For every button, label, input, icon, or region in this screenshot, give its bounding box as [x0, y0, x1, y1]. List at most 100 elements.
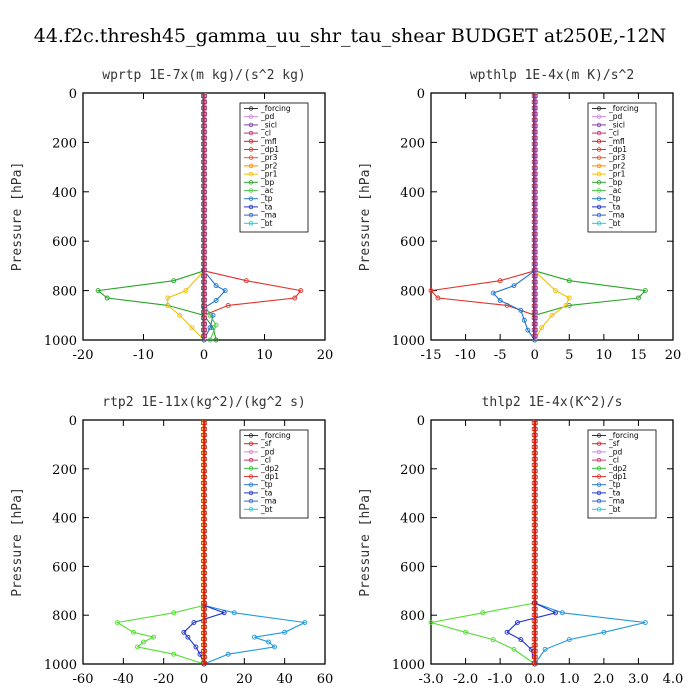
- legend-label: _dp1: [260, 472, 279, 481]
- zero-profile-marker: [531, 154, 538, 158]
- zero-profile-marker: [531, 166, 538, 170]
- legend-marker: [596, 441, 602, 446]
- data-point: [185, 634, 191, 640]
- legend-label: _pd: [608, 447, 623, 456]
- data-point: [221, 610, 227, 616]
- y-axis-label: Pressure [hPa]: [358, 487, 373, 597]
- legend-label: _sicl: [608, 120, 625, 129]
- legend-marker: [596, 139, 602, 144]
- legend-marker: [596, 457, 602, 463]
- y-axis-label: Pressure [hPa]: [358, 162, 373, 272]
- legend-marker: [248, 163, 254, 169]
- zero-profile-marker: [201, 274, 207, 278]
- zero-profile-marker: [201, 511, 207, 515]
- zero-profile-marker: [201, 298, 207, 302]
- y-tick-label: 0: [417, 87, 425, 102]
- data-point: [141, 639, 146, 645]
- data-point: [282, 629, 288, 635]
- zero-profile-marker: [531, 124, 538, 128]
- series-line-pr1: [167, 270, 205, 341]
- zero-profile-marker: [531, 256, 538, 260]
- zero-profile-marker: [201, 553, 207, 557]
- zero-profile-marker: [201, 565, 207, 569]
- legend-marker: [596, 188, 602, 193]
- y-tick-label: 400: [52, 512, 77, 527]
- data-point: [189, 325, 195, 331]
- data-point: [601, 629, 607, 635]
- zero-profile-marker: [531, 499, 538, 503]
- y-tick-label: 800: [400, 285, 425, 300]
- legend-label: _pd: [260, 112, 275, 121]
- zero-profile-marker: [531, 547, 538, 551]
- zero-profile-marker: [201, 613, 207, 617]
- series-line-ta: [183, 604, 226, 665]
- zero-profile-marker: [201, 469, 207, 473]
- legend-marker: [596, 122, 602, 128]
- legend-label: _pr3: [608, 153, 626, 162]
- series-line-dp1: [430, 602, 536, 665]
- y-axis-label: Pressure [hPa]: [10, 487, 25, 597]
- zero-profile-marker: [201, 256, 207, 260]
- zero-profile-marker: [531, 445, 538, 449]
- y-tick-label: 1000: [392, 658, 425, 673]
- data-point: [213, 283, 219, 289]
- zero-profile-marker: [201, 94, 207, 98]
- zero-profile-marker: [201, 505, 207, 509]
- legend-marker: [248, 171, 254, 177]
- zero-profile-marker: [201, 583, 207, 587]
- legend-label: _sicl: [260, 120, 277, 129]
- data-point: [566, 295, 572, 301]
- legend-label: _bt: [608, 505, 621, 514]
- zero-profile-marker: [531, 481, 538, 485]
- data-point: [463, 629, 469, 635]
- zero-profile-marker: [201, 178, 207, 182]
- legend-label: _ma: [608, 497, 625, 506]
- zero-profile-marker: [531, 655, 538, 659]
- panel-3: rtp2 1E-11x(kg^2)/(kg^2 s) Pressure [hPa]…: [10, 395, 333, 687]
- zero-profile-marker: [201, 136, 207, 140]
- legend-marker: [596, 196, 602, 201]
- data-point: [549, 312, 555, 318]
- zero-profile-marker: [201, 214, 207, 218]
- data-point: [197, 651, 203, 657]
- zero-profile-marker: [201, 427, 207, 431]
- data-point: [266, 639, 271, 645]
- zero-profile-marker: [201, 445, 207, 449]
- data-point: [165, 295, 171, 301]
- legend-label: _dp1: [608, 472, 627, 481]
- series-line-pr1: [534, 270, 571, 341]
- zero-profile-marker: [201, 334, 207, 338]
- zero-profile-marker: [531, 517, 538, 521]
- legend-label: _pr2: [260, 161, 278, 170]
- zero-profile-marker: [201, 232, 207, 236]
- zero-profile-marker: [201, 547, 207, 551]
- legend-marker: [248, 106, 254, 111]
- zero-profile-marker: [531, 190, 538, 194]
- zero-profile-marker: [531, 322, 538, 326]
- data-point: [566, 637, 572, 643]
- data-point: [511, 283, 517, 289]
- zero-profile-marker: [531, 529, 538, 533]
- legend-label: _ma: [260, 211, 277, 220]
- x-tick-label: -40: [113, 672, 134, 687]
- zero-profile-marker: [201, 529, 207, 533]
- data-point: [490, 637, 496, 643]
- zero-profile-marker: [531, 184, 538, 188]
- series-line-dp1: [115, 604, 205, 665]
- zero-profile-marker: [531, 334, 538, 338]
- x-tick-label: -3.0: [418, 672, 443, 687]
- x-tick-label: -20: [73, 348, 94, 363]
- y-tick-label: 400: [400, 512, 425, 527]
- x-tick-label: 1.0: [559, 672, 580, 687]
- zero-profile-marker: [531, 559, 538, 563]
- legend-label: _pr2: [608, 161, 626, 170]
- zero-profile-marker: [201, 310, 207, 314]
- plot-frame: [430, 419, 674, 665]
- zero-profile-marker: [531, 112, 538, 116]
- series-line-dp1: [429, 270, 536, 340]
- zero-profile-marker: [201, 220, 207, 224]
- zero-profile-marker: [531, 238, 538, 242]
- zero-profile-marker: [531, 262, 538, 266]
- zero-profile-marker: [531, 571, 538, 575]
- x-tick-label: 20: [317, 348, 334, 363]
